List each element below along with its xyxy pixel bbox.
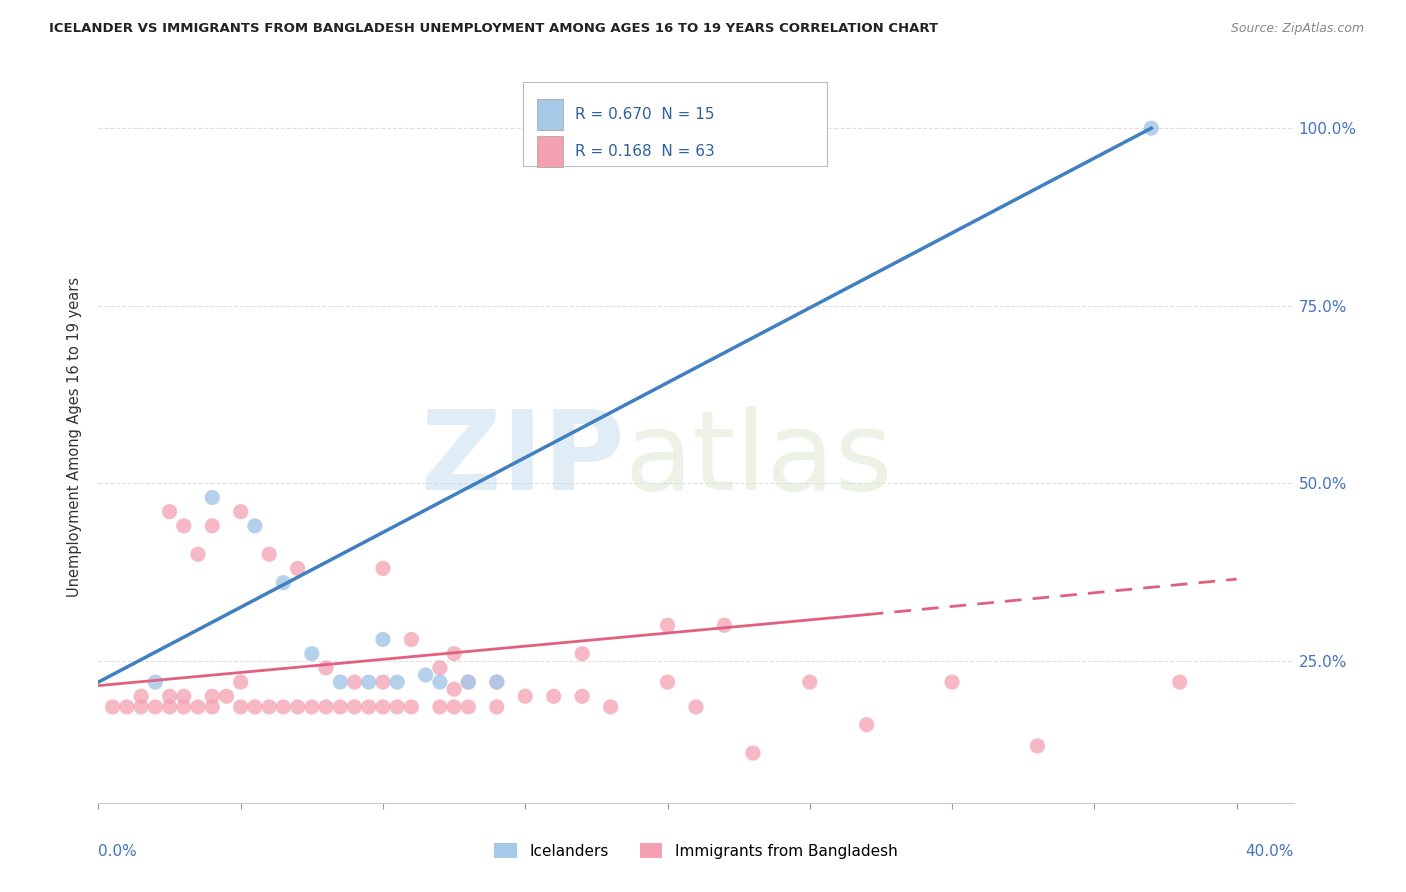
Point xyxy=(357,700,380,714)
Point xyxy=(201,519,224,533)
Point xyxy=(855,717,877,731)
Point xyxy=(115,700,138,714)
Point xyxy=(685,700,707,714)
Point xyxy=(129,700,152,714)
Text: atlas: atlas xyxy=(624,406,893,513)
FancyBboxPatch shape xyxy=(537,136,564,167)
Legend: Icelanders, Immigrants from Bangladesh: Icelanders, Immigrants from Bangladesh xyxy=(488,837,904,864)
Point xyxy=(143,700,166,714)
Point xyxy=(713,618,735,632)
Point xyxy=(457,675,479,690)
Point xyxy=(229,675,252,690)
Point xyxy=(229,700,252,714)
Point xyxy=(159,690,181,704)
Point xyxy=(485,700,508,714)
Point xyxy=(371,700,394,714)
Point xyxy=(329,675,352,690)
Point xyxy=(173,690,195,704)
Point xyxy=(657,675,679,690)
Point xyxy=(385,675,409,690)
Point xyxy=(173,519,195,533)
Point xyxy=(1140,121,1163,136)
Point xyxy=(657,618,679,632)
Point xyxy=(515,690,537,704)
Text: ZIP: ZIP xyxy=(420,406,624,513)
Point xyxy=(457,675,479,690)
Point xyxy=(799,675,821,690)
Point xyxy=(201,700,224,714)
Point xyxy=(429,675,451,690)
Point xyxy=(215,690,238,704)
Point xyxy=(485,675,508,690)
Point xyxy=(201,690,224,704)
Point xyxy=(287,561,309,575)
Point xyxy=(187,547,209,561)
Point xyxy=(201,491,224,505)
Point xyxy=(415,668,437,682)
Point xyxy=(443,682,465,697)
Point xyxy=(1168,675,1191,690)
Point xyxy=(315,661,337,675)
Point xyxy=(229,505,252,519)
Point xyxy=(429,661,451,675)
Point xyxy=(485,675,508,690)
Point xyxy=(257,700,280,714)
Point xyxy=(129,690,152,704)
Point xyxy=(443,647,465,661)
Point xyxy=(243,519,266,533)
Point xyxy=(385,700,409,714)
Point xyxy=(371,675,394,690)
Point xyxy=(273,700,295,714)
FancyBboxPatch shape xyxy=(537,99,564,129)
Point xyxy=(429,700,451,714)
Point xyxy=(401,632,423,647)
Point xyxy=(571,647,593,661)
Point xyxy=(401,700,423,714)
Point xyxy=(159,505,181,519)
Point xyxy=(941,675,963,690)
Text: Source: ZipAtlas.com: Source: ZipAtlas.com xyxy=(1230,22,1364,36)
Point xyxy=(543,690,565,704)
Point xyxy=(173,700,195,714)
Point xyxy=(301,700,323,714)
Text: R = 0.670  N = 15: R = 0.670 N = 15 xyxy=(575,107,714,122)
Point xyxy=(371,632,394,647)
Point xyxy=(571,690,593,704)
Point xyxy=(343,675,366,690)
Point xyxy=(187,700,209,714)
Point xyxy=(101,700,124,714)
Point xyxy=(599,700,621,714)
Text: 0.0%: 0.0% xyxy=(98,845,138,860)
Point xyxy=(443,700,465,714)
Point xyxy=(315,700,337,714)
Text: ICELANDER VS IMMIGRANTS FROM BANGLADESH UNEMPLOYMENT AMONG AGES 16 TO 19 YEARS C: ICELANDER VS IMMIGRANTS FROM BANGLADESH … xyxy=(49,22,938,36)
Y-axis label: Unemployment Among Ages 16 to 19 years: Unemployment Among Ages 16 to 19 years xyxy=(67,277,83,597)
Point xyxy=(457,700,479,714)
Point xyxy=(357,675,380,690)
Text: R = 0.168  N = 63: R = 0.168 N = 63 xyxy=(575,144,716,159)
Point xyxy=(143,675,166,690)
Point xyxy=(1026,739,1049,753)
Point xyxy=(159,700,181,714)
Point xyxy=(741,746,763,760)
Point xyxy=(343,700,366,714)
Text: 40.0%: 40.0% xyxy=(1246,845,1294,860)
Point xyxy=(273,575,295,590)
Point xyxy=(371,561,394,575)
Point xyxy=(301,647,323,661)
Point xyxy=(257,547,280,561)
Point xyxy=(287,700,309,714)
Point xyxy=(329,700,352,714)
Point xyxy=(243,700,266,714)
FancyBboxPatch shape xyxy=(523,82,827,167)
